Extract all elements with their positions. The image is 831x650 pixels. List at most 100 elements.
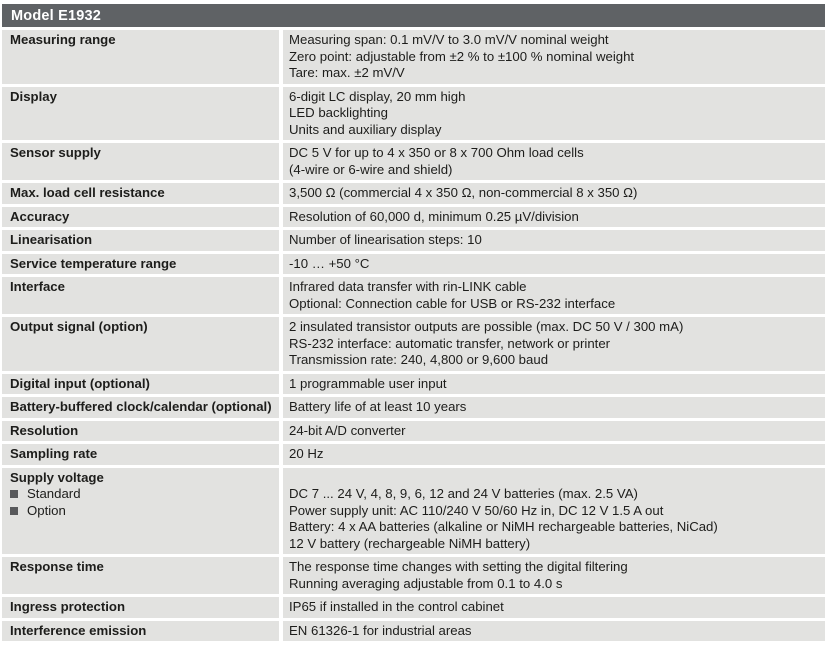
spec-value-line: (4-wire or 6-wire and shield): [289, 161, 453, 177]
spec-value-line: Number of linearisation steps: 10: [289, 232, 482, 247]
spec-row: Digital input (optional) 1 programmable u…: [2, 373, 825, 394]
spec-value-line: Infrared data transfer with rin-LINK cab…: [289, 279, 527, 294]
spec-row: Sampling rate 20 Hz: [2, 444, 825, 465]
spec-row: Service temperature range -10 … +50 °C: [2, 253, 825, 274]
spec-value-line: 20 Hz: [289, 446, 324, 461]
spec-sublabel-text: Standard: [27, 486, 81, 501]
spec-value-line: RS-232 interface: automatic transfer, ne…: [289, 335, 611, 351]
spec-value-line: Tare: max. ±2 mV/V: [289, 65, 405, 80]
spec-label: Output signal (option): [10, 319, 148, 334]
spec-label: Sensor supply: [10, 145, 101, 160]
spec-table: Measuring range Measuring span: 0.1 mV/V …: [2, 30, 825, 641]
spec-value-line: Battery life of at least 10 years: [289, 399, 467, 414]
spec-label: Linearisation: [10, 232, 93, 247]
spec-row: Linearisation Number of linearisation ste…: [2, 230, 825, 251]
spec-value-line: Optional: Connection cable for USB or RS…: [289, 295, 616, 311]
spec-label-cell: Battery-buffered clock/calendar (optiona…: [2, 397, 279, 418]
spec-label-cell: Service temperature range: [2, 253, 279, 274]
spec-row: Supply voltage Standard Option DC 7 ... 24 …: [2, 467, 825, 554]
spec-value-cell: 3,500 Ω (commercial 4 x 350 Ω, non-comme…: [283, 183, 825, 204]
spec-row: Max. load cell resistance 3,500 Ω (commer…: [2, 183, 825, 204]
spec-value-line: 2 insulated transistor outputs are possi…: [289, 319, 684, 334]
spec-value-line: Measuring span: 0.1 mV/V to 3.0 mV/V nom…: [289, 32, 609, 47]
spec-value-cell: The response time changes with setting t…: [283, 557, 825, 594]
spec-label: Resolution: [10, 422, 79, 438]
spec-label-cell: Ingress protection: [2, 597, 279, 618]
spec-label-cell: Measuring range: [2, 30, 279, 84]
square-bullet-icon: [10, 490, 18, 499]
spec-label: Interference emission: [10, 622, 147, 638]
spec-label-cell: Sensor supply: [2, 143, 279, 180]
spec-label-cell: Response time: [2, 557, 279, 594]
model-title: Model E1932: [11, 7, 102, 24]
spec-row: Battery-buffered clock/calendar (optiona…: [2, 397, 825, 418]
spec-value-cell: Number of linearisation steps: 10: [283, 230, 825, 251]
spec-label: Service temperature range: [10, 255, 177, 271]
spec-value-line: -10 … +50 °C: [289, 255, 370, 271]
spec-value-cell: 2 insulated transistor outputs are possi…: [283, 317, 825, 371]
spec-row: Output signal (option) 2 insulated transi…: [2, 317, 825, 371]
spec-label-cell: Digital input (optional): [2, 373, 279, 394]
spec-row: Display 6-digit LC display, 20 mm high LED…: [2, 86, 825, 140]
spec-label-cell: Display: [2, 86, 279, 140]
spec-value-line: Transmission rate: 240, 4,800 or 9,600 b…: [289, 352, 549, 367]
spec-label: Interface: [10, 279, 65, 294]
spec-label: Digital input (optional): [10, 375, 150, 391]
spec-value-line: Running averaging adjustable from 0.1 to…: [289, 575, 563, 591]
spec-value-cell: Battery life of at least 10 years: [283, 397, 825, 418]
spec-value-line: EN 61326-1 for industrial areas: [289, 622, 472, 638]
spec-label: Response time: [10, 559, 104, 574]
spec-value-line: 12 V battery (rechargeable NiMH battery): [289, 535, 531, 551]
spec-sublabel-text: Option: [27, 502, 66, 518]
spec-label: Battery-buffered clock/calendar (optiona…: [10, 399, 272, 414]
spec-value-line: Zero point: adjustable from ±2 % to ±100…: [289, 48, 635, 64]
spec-value-line: Resolution of 60,000 d, minimum 0.25 µV/…: [289, 208, 579, 224]
spec-value-line: DC 5 V for up to 4 x 350 or 8 x 700 Ohm …: [289, 145, 584, 160]
spec-value-cell: Resolution of 60,000 d, minimum 0.25 µV/…: [283, 206, 825, 227]
spec-row: Response time The response time changes w…: [2, 557, 825, 594]
square-bullet-icon: [10, 506, 18, 515]
spec-row: Ingress protection IP65 if installed in t…: [2, 597, 825, 618]
spec-value-line: Power supply unit: AC 110/240 V 50/60 Hz…: [289, 502, 664, 518]
spec-value-cell: IP65 if installed in the control cabinet: [283, 597, 825, 618]
spec-label: Sampling rate: [10, 446, 98, 461]
spec-value-line: DC 7 ... 24 V, 4, 8, 9, 6, 12 and 24 V b…: [289, 486, 638, 501]
spec-sublabel: Standard: [10, 486, 273, 503]
spec-value-line: LED backlighting: [289, 105, 388, 120]
spec-label-cell: Linearisation: [2, 230, 279, 251]
spec-label-cell: Interface: [2, 277, 279, 314]
spec-value-cell: 6-digit LC display, 20 mm high LED backli…: [283, 86, 825, 140]
spec-value-cell: Infrared data transfer with rin-LINK cab…: [283, 277, 825, 314]
spec-label: Supply voltage: [10, 469, 104, 485]
spec-label-cell: Max. load cell resistance: [2, 183, 279, 204]
spec-label: Max. load cell resistance: [10, 185, 165, 200]
spec-label: Ingress protection: [10, 599, 126, 614]
spec-row: Sensor supply DC 5 V for up to 4 x 350 or…: [2, 143, 825, 180]
spec-label-cell: Supply voltage Standard Option: [2, 467, 279, 554]
spec-value-line: The response time changes with setting t…: [289, 559, 628, 574]
spec-label-cell: Accuracy: [2, 206, 279, 227]
spec-value-line: Battery: 4 x AA batteries (alkaline or N…: [289, 519, 718, 534]
spec-row: Measuring range Measuring span: 0.1 mV/V …: [2, 30, 825, 84]
spec-value-line: 1 programmable user input: [289, 375, 447, 391]
spec-row: Interface Infrared data transfer with rin…: [2, 277, 825, 314]
spec-sublabel: Option: [10, 503, 273, 520]
spec-value-cell: 1 programmable user input: [283, 373, 825, 394]
spec-label-cell: Output signal (option): [2, 317, 279, 371]
spec-label: Display: [10, 88, 57, 104]
spec-label: Accuracy: [10, 208, 70, 224]
spec-value-cell: DC 7 ... 24 V, 4, 8, 9, 6, 12 and 24 V b…: [283, 467, 825, 554]
spec-row: Resolution 24-bit A/D converter: [2, 420, 825, 441]
model-title-bar: Model E1932: [2, 4, 825, 27]
spec-value-line: IP65 if installed in the control cabinet: [289, 599, 504, 614]
spec-value-cell: 20 Hz: [283, 444, 825, 465]
spec-row: Accuracy Resolution of 60,000 d, minimum …: [2, 206, 825, 227]
spec-value-cell: 24-bit A/D converter: [283, 420, 825, 441]
spec-value-line: 24-bit A/D converter: [289, 422, 406, 438]
spec-value-cell: -10 … +50 °C: [283, 253, 825, 274]
spec-label-cell: Interference emission: [2, 620, 279, 641]
spec-label-cell: Resolution: [2, 420, 279, 441]
spec-value-line: 6-digit LC display, 20 mm high: [289, 88, 466, 104]
spec-value-cell: EN 61326-1 for industrial areas: [283, 620, 825, 641]
